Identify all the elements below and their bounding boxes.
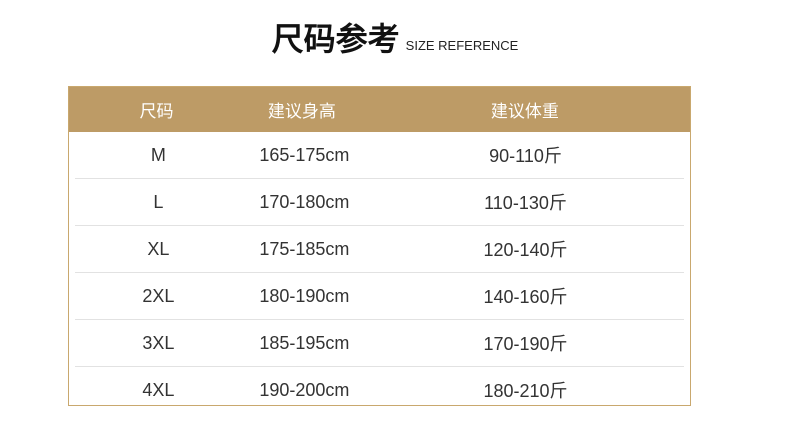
table-row: 4XL 190-200cm 180-210斤 <box>75 367 684 413</box>
cell-size: L <box>153 191 164 212</box>
size-table: 尺码 建议身高 建议体重 M 165-175cm 90-110斤 L 170-180cm… <box>68 86 691 406</box>
cell-height: 190-200cm <box>259 379 350 400</box>
table-row: 2XL 180-190cm 140-160斤 <box>75 273 684 320</box>
cell-size: M <box>150 144 166 165</box>
title-cn: 尺码参考 <box>271 20 400 58</box>
cell-weight: 90-110斤 <box>489 146 562 166</box>
table-row: L 170-180cm 110-130斤 <box>75 179 684 226</box>
cell-height: 175-185cm <box>259 238 350 259</box>
cell-size: 2XL <box>142 285 175 306</box>
table-row: XL 175-185cm 120-140斤 <box>75 226 684 273</box>
title-en: SIZE REFERENCE <box>405 38 519 53</box>
table-row: 3XL 185-195cm 170-190斤 <box>75 320 684 367</box>
cell-size: XL <box>147 238 170 259</box>
header-size: 尺码 <box>139 102 174 122</box>
table-header: 尺码 建议身高 建议体重 <box>69 87 690 132</box>
cell-height: 170-180cm <box>259 191 350 212</box>
cell-size: 3XL <box>142 332 175 353</box>
cell-weight: 170-190斤 <box>483 334 568 354</box>
cell-weight: 180-210斤 <box>483 381 568 401</box>
cell-weight: 140-160斤 <box>483 287 568 307</box>
cell-height: 180-190cm <box>259 285 350 306</box>
table-row: M 165-175cm 90-110斤 <box>75 132 684 179</box>
cell-weight: 110-130斤 <box>484 193 567 213</box>
header-weight: 建议体重 <box>490 102 559 122</box>
cell-height: 165-175cm <box>259 144 350 165</box>
page-title: 尺码参考 SIZE REFERENCE <box>0 14 790 60</box>
cell-height: 185-195cm <box>259 332 350 353</box>
cell-weight: 120-140斤 <box>483 240 568 260</box>
header-height: 建议身高 <box>267 102 336 122</box>
cell-size: 4XL <box>142 379 175 400</box>
